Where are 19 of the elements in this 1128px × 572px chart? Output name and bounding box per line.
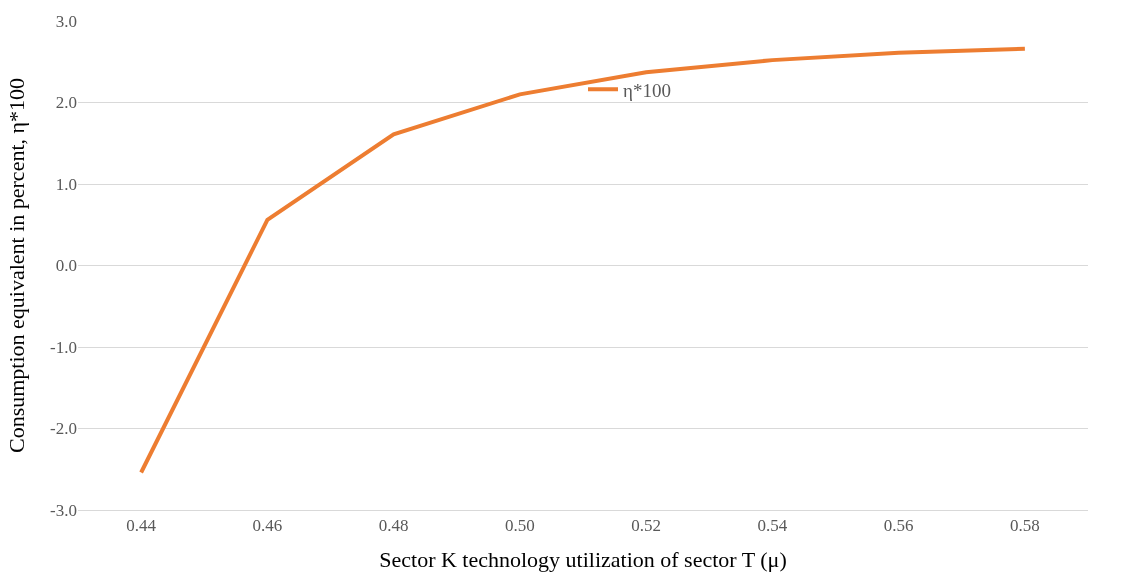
x-tick-label: 0.46: [252, 516, 283, 536]
x-tick-label: 0.54: [757, 516, 788, 536]
y-tick-label: 3.0: [55, 11, 77, 31]
y-axis-title: Consumption equivalent in percent, η*100: [4, 77, 29, 454]
y-tick-label: -1.0: [50, 337, 77, 357]
x-tick-label: 0.48: [378, 516, 409, 536]
x-tick-label: 0.58: [1010, 516, 1040, 536]
x-tick-label: 0.50: [505, 516, 535, 536]
y-tick-label: 1.0: [55, 174, 77, 194]
legend-label: η*100: [623, 79, 671, 101]
x-tick-label: 0.52: [631, 516, 662, 536]
x-tick-label: 0.56: [883, 516, 914, 536]
x-tick-label: 0.44: [126, 516, 157, 536]
y-tick-label: 0.0: [55, 256, 77, 276]
y-tick-label: -3.0: [50, 500, 77, 520]
line-series: [139, 46, 1027, 475]
y-tick-label: 2.0: [55, 93, 77, 113]
x-axis-title: Sector K technology utilization of sector T (μ): [379, 547, 787, 572]
y-tick-label: -2.0: [50, 419, 77, 439]
